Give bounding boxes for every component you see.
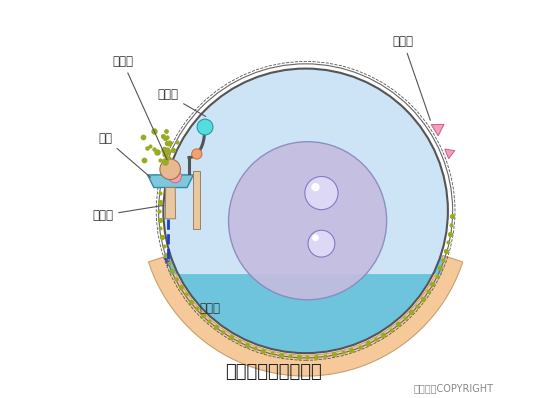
Text: 洗涤槽: 洗涤槽 [199,302,220,315]
Circle shape [229,142,387,300]
Polygon shape [147,175,193,187]
Text: 高温加压热处理流程: 高温加压热处理流程 [226,363,322,381]
Circle shape [312,234,319,241]
Text: 冲洗管: 冲洗管 [392,35,430,120]
Polygon shape [165,187,175,219]
Circle shape [192,149,202,159]
Circle shape [308,230,335,257]
Polygon shape [149,256,463,376]
Text: 刮刀: 刮刀 [98,132,151,178]
Circle shape [169,170,181,183]
Text: 卸料轴: 卸料轴 [112,55,167,160]
Circle shape [305,176,338,210]
Polygon shape [431,124,444,136]
Polygon shape [445,149,455,159]
Circle shape [197,119,213,135]
Circle shape [160,159,180,179]
Polygon shape [169,252,442,353]
Text: 洗涤轴: 洗涤轴 [92,205,164,222]
Text: 东方仿真COPYRIGHT: 东方仿真COPYRIGHT [413,383,493,393]
Circle shape [163,68,448,353]
Text: 冲洗管: 冲洗管 [157,88,206,117]
Polygon shape [193,171,200,228]
Circle shape [311,183,319,191]
